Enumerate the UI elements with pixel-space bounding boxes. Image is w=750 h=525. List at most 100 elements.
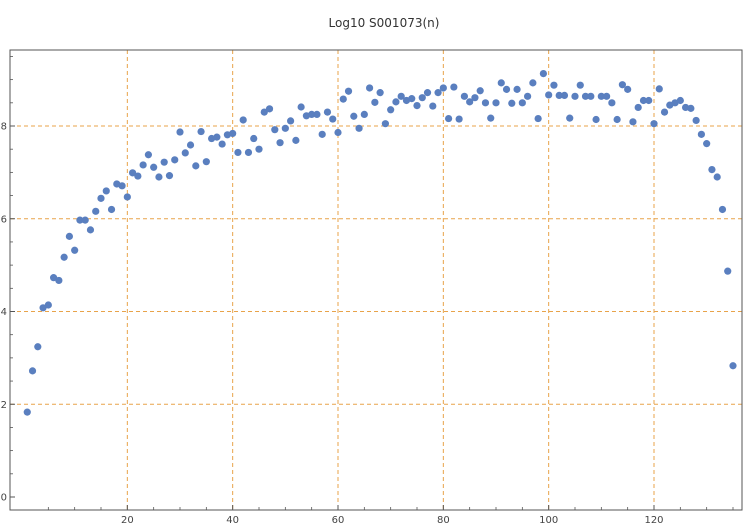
data-point [618,81,627,89]
data-point [250,134,258,143]
data-point [160,158,168,166]
data-point [344,87,353,95]
data-point [455,115,463,123]
data-point [629,118,637,126]
data-point [560,91,569,99]
data-point [476,87,484,95]
data-point [60,253,68,261]
data-point [350,112,358,120]
data-point [76,216,84,224]
data-point [676,96,684,105]
data-point [439,84,447,92]
data-point [265,105,274,113]
data-point [107,205,116,214]
data-point [81,216,89,224]
x-tick-label: 40 [226,515,239,525]
data-point [692,116,700,125]
data-point [434,89,442,97]
data-point [171,156,179,164]
data-point [708,165,716,174]
data-point [139,161,147,169]
data-point [176,128,184,136]
plot-frame [9,49,743,511]
y-tick-label: 0 [1,493,7,504]
data-point [129,169,137,177]
data-point [471,94,479,102]
data-point [513,85,521,93]
x-tick-label: 100 [539,515,558,525]
data-point [150,163,158,171]
data-point [587,92,595,100]
data-point [308,110,316,119]
data-point [481,99,490,107]
data-point [613,115,621,124]
data-point [360,110,368,119]
data-point [566,114,574,122]
data-point [276,139,284,147]
data-point [576,81,584,89]
axis-layer: 20 40 60 80 100 120 0 2 4 6 8 [1,49,743,525]
data-point [329,115,337,123]
x-tick-label: 80 [437,515,450,525]
data-point [381,120,389,128]
data-point [197,127,205,136]
data-point [297,103,305,111]
data-point [50,274,58,282]
data-point [645,96,653,105]
y-tick-label: 6 [1,214,7,225]
data-point [34,343,42,351]
data-point [292,136,300,144]
data-point [423,89,432,97]
data-point [502,85,511,93]
data-point [339,95,347,103]
data-point [28,367,37,375]
data-point [408,95,416,103]
data-point [687,104,695,112]
data-point [413,101,421,110]
grid-layer [10,50,742,510]
data-point [255,145,263,153]
data-point [376,89,384,97]
data-point [44,301,52,309]
y-tick-label: 4 [1,307,7,318]
data-point [202,158,210,166]
data-point [186,141,195,149]
data-point [392,98,400,106]
data-point [155,173,163,181]
data-point [65,232,73,240]
data-point [703,140,711,148]
data-point [39,304,47,312]
data-point [213,133,221,141]
data-point [334,128,342,137]
chart-title: Log10 S001073(n) [329,16,440,30]
data-point [534,114,542,123]
data-point [366,84,374,92]
data-point [397,92,405,100]
x-tick-label: 20 [121,515,134,525]
data-point [260,108,268,116]
y-tick-label: 2 [1,400,7,411]
data-point [86,226,95,234]
data-point [355,124,363,132]
data-point [229,129,237,138]
data-point [218,140,226,148]
data-point [450,83,458,91]
data-point [539,69,548,78]
data-point [460,92,468,100]
data-point [524,92,532,100]
data-point [234,148,242,157]
x-tick-label: 60 [332,515,345,525]
data-point [97,194,105,202]
data-point [134,172,142,180]
data-point [550,81,558,89]
data-point [581,92,590,100]
data-point [529,79,537,87]
data-point [571,92,579,100]
data-point [239,116,247,124]
data-point [102,187,110,195]
data-point [387,106,395,114]
data-point [697,130,706,138]
data-point [281,124,289,132]
data-point [597,92,605,100]
